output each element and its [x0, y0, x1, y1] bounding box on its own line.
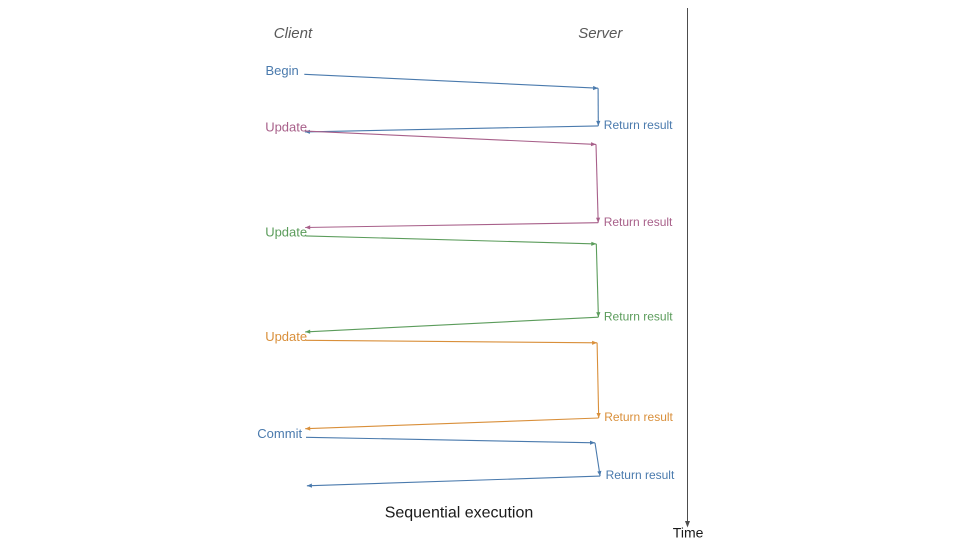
svg-text:Update: Update: [265, 225, 307, 240]
svg-text:Sequential execution: Sequential execution: [385, 505, 534, 522]
svg-text:Update: Update: [265, 329, 307, 344]
svg-text:Return result: Return result: [604, 215, 673, 229]
svg-text:Begin: Begin: [266, 63, 299, 78]
svg-text:Server: Server: [578, 25, 623, 42]
svg-text:Commit: Commit: [257, 426, 302, 441]
svg-text:Client: Client: [274, 25, 313, 42]
svg-text:Return result: Return result: [604, 118, 673, 132]
svg-text:Update: Update: [265, 120, 307, 135]
svg-text:Return result: Return result: [604, 410, 673, 424]
svg-text:Return result: Return result: [606, 468, 675, 482]
svg-text:Time: Time: [673, 525, 704, 540]
svg-text:Return result: Return result: [604, 309, 673, 323]
